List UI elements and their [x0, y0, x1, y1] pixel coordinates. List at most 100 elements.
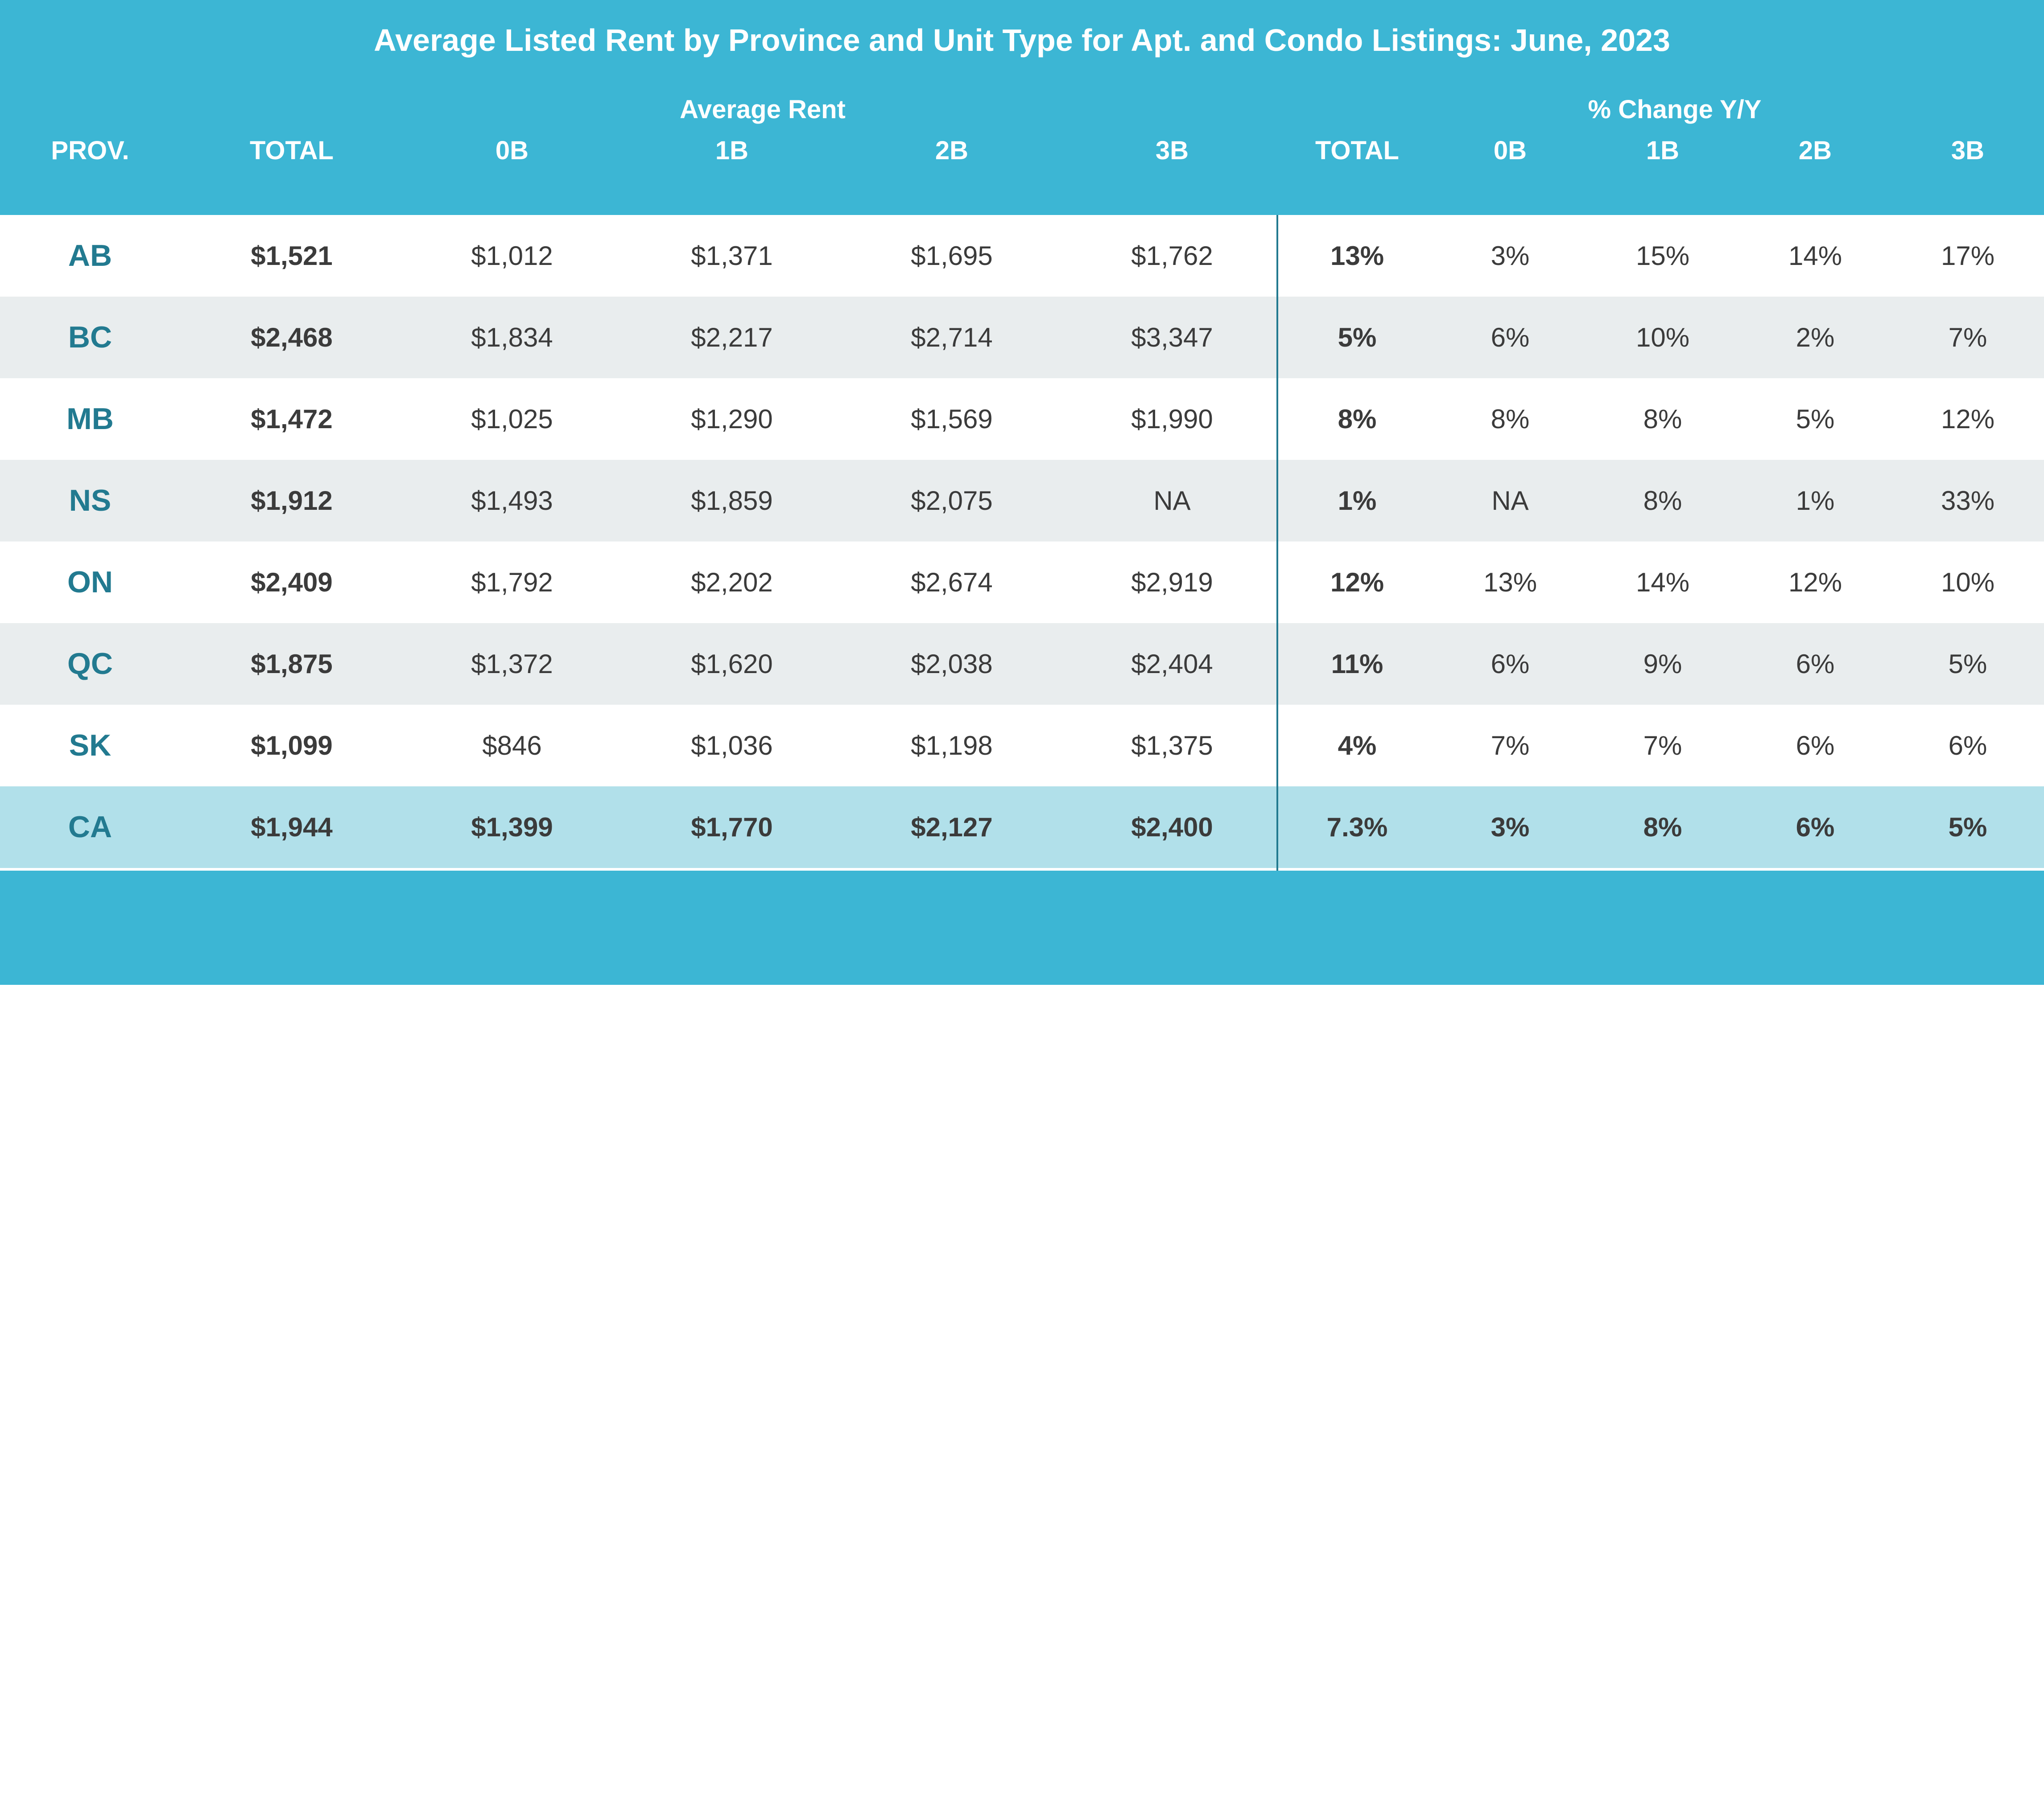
value-cell: 5%	[1338, 322, 1377, 352]
value-cell: 33%	[1941, 486, 1995, 516]
column-header: 0B	[1493, 136, 1527, 165]
value-cell: 15%	[1635, 241, 1690, 271]
value-cell: $1,912	[251, 486, 333, 516]
value-cell: $1,990	[1131, 404, 1213, 434]
value-cell: 8%	[1338, 404, 1377, 434]
value-cell: $1,025	[471, 404, 553, 434]
value-cell: $1,792	[471, 567, 553, 597]
value-cell: 6%	[1491, 649, 1530, 679]
value-cell: $1,620	[691, 649, 773, 679]
value-cell: $1,770	[691, 812, 773, 842]
column-header: 3B	[1951, 136, 1985, 165]
value-cell: 4%	[1338, 731, 1377, 760]
value-cell: 14%	[1788, 241, 1842, 271]
table-footer: Source: Urbanation Inc, rentals.ca netwo…	[0, 871, 2044, 1807]
province-cell: AB	[68, 239, 112, 273]
value-cell: 12%	[1330, 567, 1384, 597]
value-cell: 8%	[1643, 486, 1682, 516]
value-cell: $1,036	[691, 731, 773, 760]
value-cell: $2,400	[1131, 812, 1213, 842]
value-cell: 7.3%	[1326, 812, 1388, 842]
value-cell: $2,714	[911, 322, 993, 352]
value-cell: 7%	[1491, 731, 1530, 760]
value-cell: NA	[1491, 486, 1529, 516]
value-cell: 6%	[1796, 731, 1835, 760]
value-cell: $1,875	[251, 649, 333, 679]
value-cell: $846	[482, 731, 542, 760]
column-header: 3B	[1155, 136, 1189, 165]
value-cell: $1,371	[691, 241, 773, 271]
value-cell: $1,834	[471, 322, 553, 352]
column-header: TOTAL	[1315, 136, 1399, 165]
column-header: TOTAL	[250, 136, 334, 165]
value-cell: $2,075	[911, 486, 993, 516]
value-cell: $1,012	[471, 241, 553, 271]
rent-table-figure: Average Listed Rent by Province and Unit…	[0, 0, 2044, 985]
value-cell: 14%	[1635, 567, 1690, 597]
group-label-pct-change: % Change Y/Y	[1588, 95, 1762, 124]
value-cell: 13%	[1483, 567, 1537, 597]
value-cell: 11%	[1331, 649, 1383, 679]
province-cell: SK	[69, 728, 111, 762]
province-cell: CA	[68, 810, 112, 844]
value-cell: 3%	[1491, 241, 1530, 271]
value-cell: 9%	[1643, 649, 1682, 679]
table-row: NS $1,912 $1,493 $1,859 $2,075 NA 1% NA 8% 1% 33%	[0, 460, 2044, 541]
value-cell: 8%	[1643, 812, 1682, 842]
value-cell: $2,038	[911, 649, 993, 679]
table-row: AB $1,521 $1,012 $1,371 $1,695 $1,762 13% 3% 15%…	[0, 215, 2044, 297]
value-cell: 12%	[1788, 567, 1842, 597]
value-cell: 7%	[1948, 322, 1987, 352]
table-row-total: CA $1,944 $1,399 $1,770 $2,127 $2,400 7.3% 3% 8%…	[0, 786, 2044, 868]
value-cell: 2%	[1796, 322, 1835, 352]
value-cell: 1%	[1338, 486, 1377, 516]
value-cell: 8%	[1491, 404, 1530, 434]
value-cell: 5%	[1796, 404, 1835, 434]
value-cell: 6%	[1796, 649, 1835, 679]
value-cell: 10%	[1941, 567, 1995, 597]
table-row: BC $2,468 $1,834 $2,217 $2,714 $3,347 5% 6% 10% 2…	[0, 297, 2044, 378]
value-cell: $1,099	[251, 731, 333, 760]
chart-title: Average Listed Rent by Province and Unit…	[374, 23, 1670, 58]
value-cell: 5%	[1948, 649, 1987, 679]
value-cell: 6%	[1796, 812, 1835, 842]
province-cell: QC	[67, 647, 113, 681]
value-cell: $1,472	[251, 404, 333, 434]
value-cell: $1,569	[911, 404, 993, 434]
value-cell: 17%	[1941, 241, 1995, 271]
column-header: 0B	[495, 136, 529, 165]
table-row: ON $2,409 $1,792 $2,202 $2,674 $2,919 12% 13% 14…	[0, 541, 2044, 623]
province-cell: BC	[68, 320, 112, 354]
value-cell: $1,399	[471, 812, 553, 842]
value-cell: 13%	[1330, 241, 1384, 271]
table-header: Average Listed Rent by Province and Unit…	[0, 0, 2044, 215]
section-divider	[1276, 215, 1278, 871]
value-cell: $1,521	[251, 241, 333, 271]
value-cell: 8%	[1643, 404, 1682, 434]
value-cell: $1,375	[1131, 731, 1213, 760]
value-cell: 5%	[1948, 812, 1987, 842]
value-cell: $1,859	[691, 486, 773, 516]
table-row: QC $1,875 $1,372 $1,620 $2,038 $2,404 11% 6% 9% 6…	[0, 623, 2044, 705]
table-row: MB $1,472 $1,025 $1,290 $1,569 $1,990 8% 8% 8% 5%…	[0, 378, 2044, 460]
value-cell: $2,202	[691, 567, 773, 597]
column-header: 2B	[935, 136, 969, 165]
value-cell: 7%	[1643, 731, 1682, 760]
value-cell: $2,919	[1131, 567, 1213, 597]
value-cell: 10%	[1635, 322, 1690, 352]
value-cell: $1,493	[471, 486, 553, 516]
value-cell: $1,372	[471, 649, 553, 679]
province-cell: MB	[66, 402, 114, 436]
value-cell: $1,290	[691, 404, 773, 434]
value-cell: $1,944	[251, 812, 333, 842]
value-cell: 1%	[1796, 486, 1835, 516]
value-cell: $2,217	[691, 322, 773, 352]
value-cell: $2,127	[911, 812, 993, 842]
value-cell: $2,409	[251, 567, 333, 597]
column-header: 1B	[715, 136, 749, 165]
source-note: Source: Urbanation Inc, rentals.ca netwo…	[67, 1777, 632, 1807]
column-header: 1B	[1646, 136, 1680, 165]
value-cell: $2,674	[911, 567, 993, 597]
group-label-average-rent: Average Rent	[680, 95, 846, 124]
column-header: 2B	[1798, 136, 1832, 165]
